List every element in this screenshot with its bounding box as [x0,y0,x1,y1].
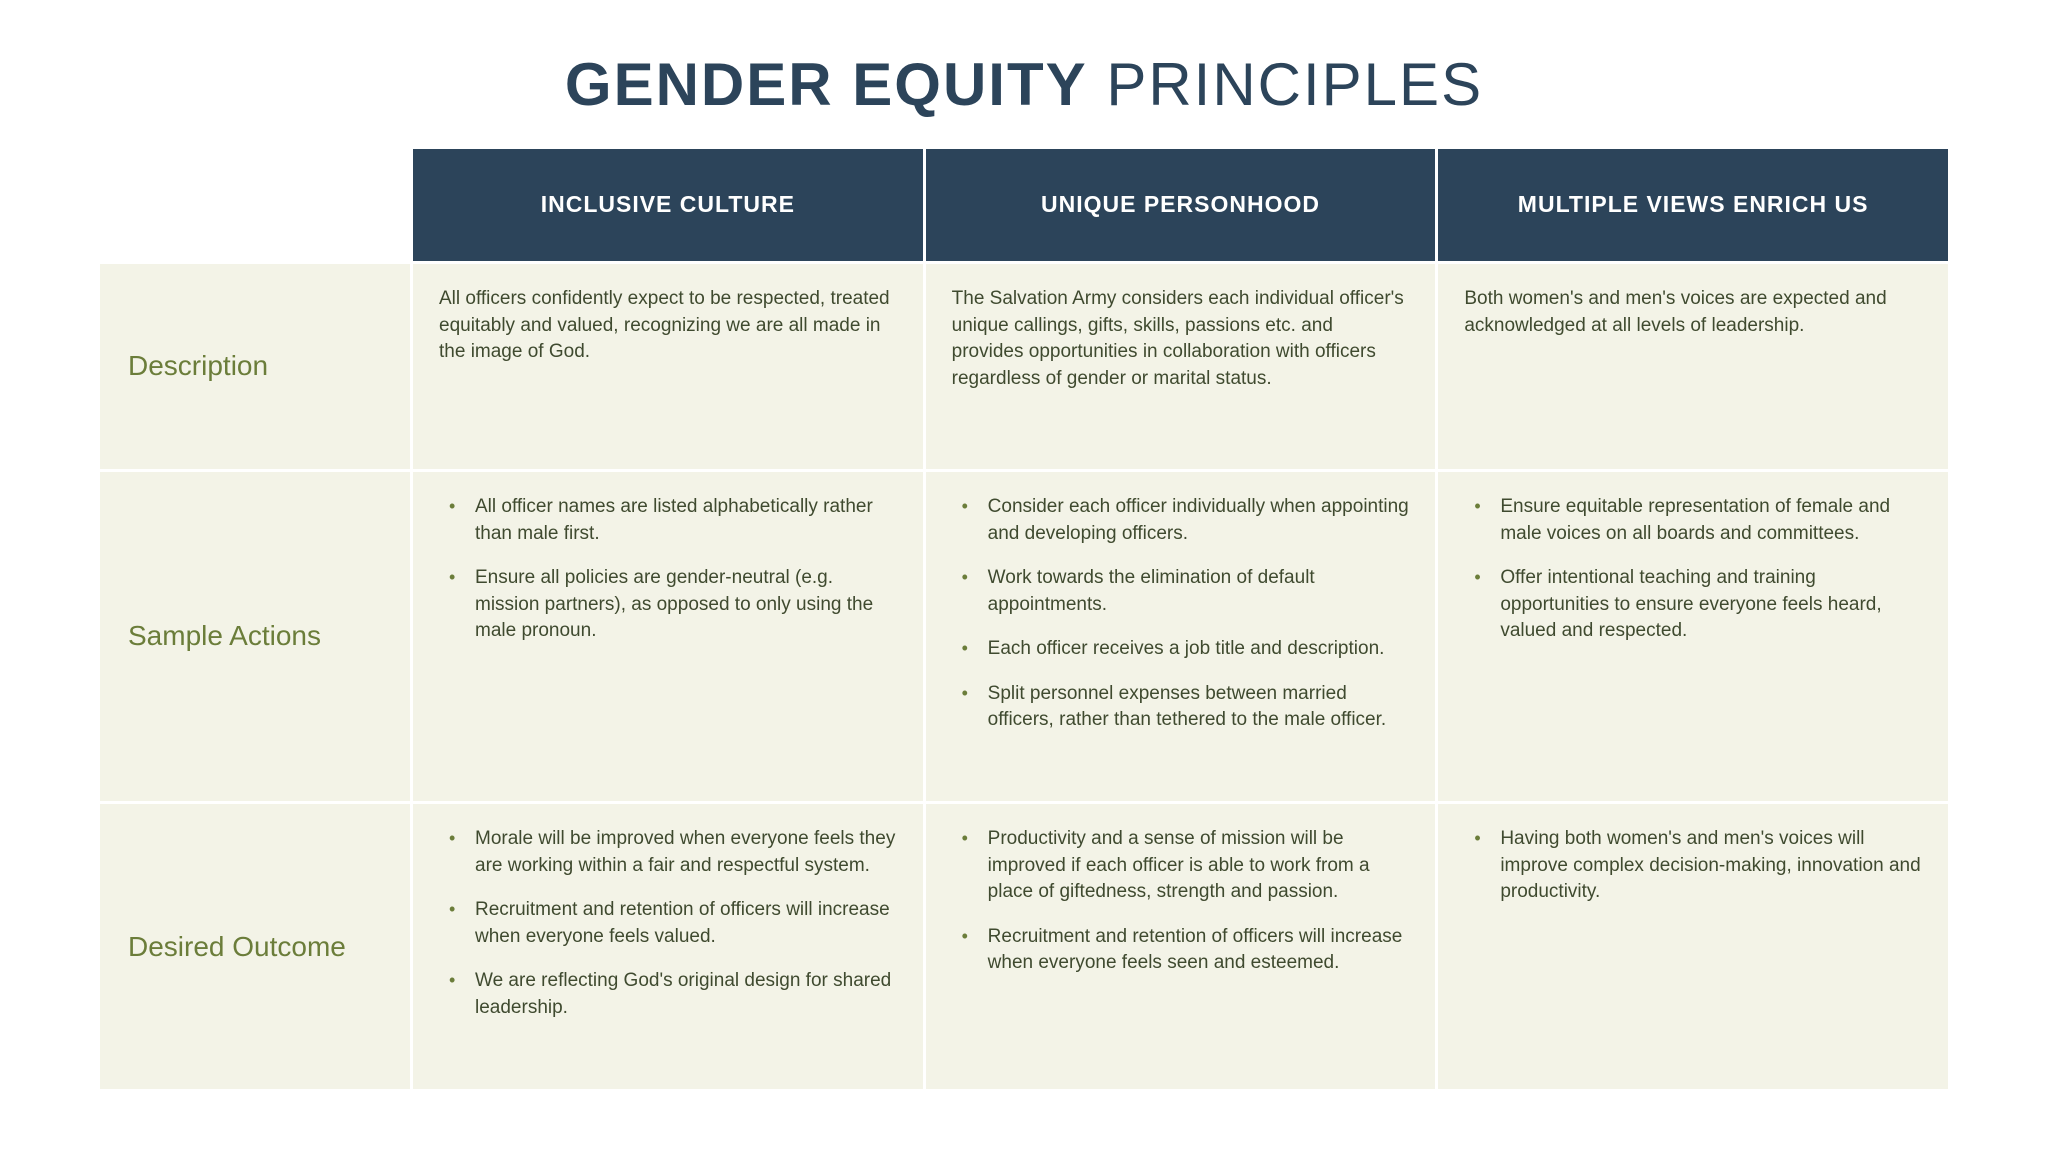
list-item: Morale will be improved when everyone fe… [467,826,897,879]
list-item: Productivity and a sense of mission will… [980,826,1410,906]
list-item: All officer names are listed alphabetica… [467,494,897,547]
list-item: Each officer receives a job title and de… [980,636,1410,663]
principles-table: INCLUSIVE CULTURE UNIQUE PERSONHOOD MULT… [100,149,1948,1089]
page-title: GENDER EQUITY PRINCIPLES [100,50,1948,119]
row-label-actions: Sample Actions [100,472,410,801]
cell-actions-inclusive: All officer names are listed alphabetica… [413,472,923,801]
list-item: Recruitment and retention of officers wi… [980,924,1410,977]
col-header-personhood: UNIQUE PERSONHOOD [926,149,1436,261]
list-item: Offer intentional teaching and training … [1492,565,1922,645]
text: Both women's and men's voices are expect… [1464,286,1922,339]
cell-outcome-inclusive: Morale will be improved when everyone fe… [413,804,923,1089]
cell-description-personhood: The Salvation Army considers each indivi… [926,264,1436,469]
list: Having both women's and men's voices wil… [1464,826,1922,906]
cell-outcome-personhood: Productivity and a sense of mission will… [926,804,1436,1089]
list-item: Recruitment and retention of officers wi… [467,897,897,950]
list-item: Work towards the elimination of default … [980,565,1410,618]
corner-cell [100,149,410,261]
cell-actions-personhood: Consider each officer individually when … [926,472,1436,801]
col-header-inclusive: INCLUSIVE CULTURE [413,149,923,261]
list-item: Ensure all policies are gender-neutral (… [467,565,897,645]
list: Morale will be improved when everyone fe… [439,826,897,1022]
row-label-outcome: Desired Outcome [100,804,410,1089]
cell-actions-multiple-views: Ensure equitable representation of femal… [1438,472,1948,801]
list: Consider each officer individually when … [952,494,1410,734]
list: Productivity and a sense of mission will… [952,826,1410,977]
cell-outcome-multiple-views: Having both women's and men's voices wil… [1438,804,1948,1089]
list-item: Split personnel expenses between married… [980,681,1410,734]
list-item: We are reflecting God's original design … [467,968,897,1021]
list-item: Ensure equitable representation of femal… [1492,494,1922,547]
list: All officer names are listed alphabetica… [439,494,897,645]
list: Ensure equitable representation of femal… [1464,494,1922,645]
col-header-multiple-views: MULTIPLE VIEWS ENRICH US [1438,149,1948,261]
cell-description-inclusive: All officers confidently expect to be re… [413,264,923,469]
text: The Salvation Army considers each indivi… [952,286,1410,392]
slide: GENDER EQUITY PRINCIPLES INCLUSIVE CULTU… [0,0,2048,1149]
title-light: PRINCIPLES [1106,51,1483,118]
list-item: Having both women's and men's voices wil… [1492,826,1922,906]
title-bold: GENDER EQUITY [565,51,1088,118]
cell-description-multiple-views: Both women's and men's voices are expect… [1438,264,1948,469]
list-item: Consider each officer individually when … [980,494,1410,547]
text: All officers confidently expect to be re… [439,286,897,366]
row-label-description: Description [100,264,410,469]
